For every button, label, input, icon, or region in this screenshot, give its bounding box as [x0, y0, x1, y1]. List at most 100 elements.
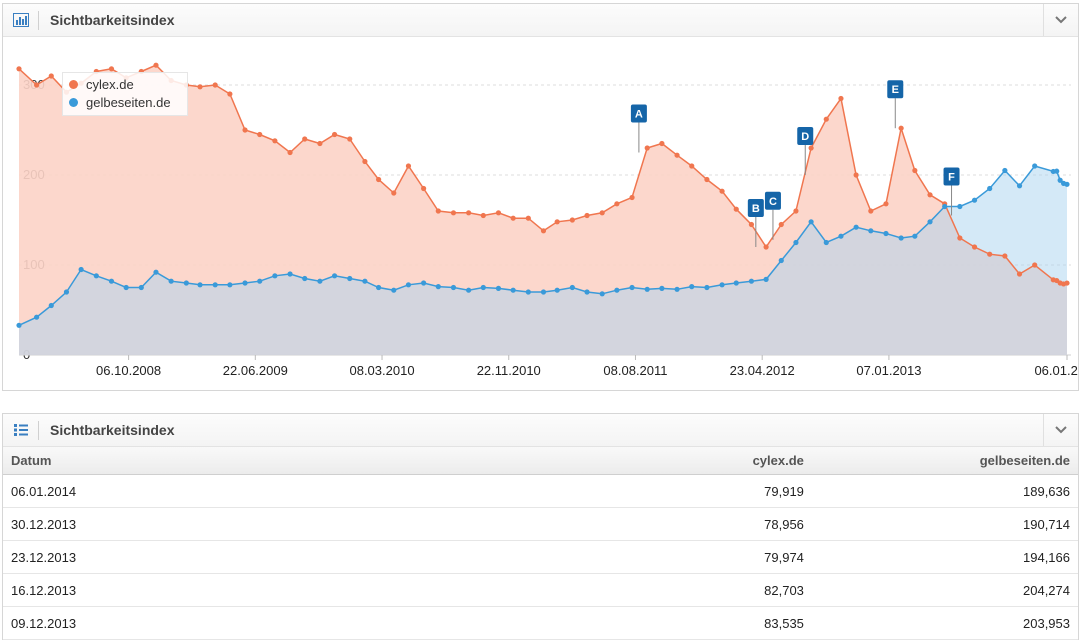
x-tick-label: 23.04.2012: [730, 363, 795, 378]
bar-chart-icon: [13, 13, 29, 27]
event-marker-label: C: [769, 196, 777, 208]
data-point: [287, 271, 293, 277]
event-marker-label: A: [635, 109, 643, 121]
cell-gelbeseiten: 203,953: [811, 606, 1078, 640]
chevron-down-icon: [1055, 16, 1067, 24]
data-point: [584, 289, 590, 295]
legend-label: gelbeseiten.de: [86, 95, 171, 110]
data-point: [108, 278, 115, 284]
data-point: [763, 276, 769, 282]
data-point: [93, 273, 99, 279]
data-point: [883, 230, 889, 237]
data-point: [719, 282, 725, 288]
chevron-down-icon: [1055, 426, 1067, 434]
data-point: [435, 208, 441, 214]
event-marker-e[interactable]: E: [887, 80, 904, 129]
data-point: [629, 284, 635, 291]
data-point: [362, 278, 368, 284]
event-marker-label: B: [752, 203, 760, 215]
data-point: [450, 210, 457, 216]
data-point: [480, 284, 486, 291]
header-divider: [38, 11, 39, 30]
table-panel-header: Sichtbarkeitsindex: [3, 414, 1078, 447]
data-point: [659, 285, 665, 291]
legend-item-cylex[interactable]: cylex.de: [69, 76, 134, 94]
header-divider: [38, 421, 39, 440]
data-point: [421, 185, 427, 192]
data-point: [838, 95, 844, 102]
x-tick-label: 06.01.2014: [1034, 363, 1078, 378]
event-marker-c[interactable]: C: [764, 191, 781, 240]
data-point: [376, 284, 382, 291]
data-point: [823, 116, 829, 122]
data-point: [495, 210, 502, 216]
cell-cylex: 79,919: [205, 474, 812, 508]
data-point: [242, 280, 248, 286]
event-marker-flag: [747, 199, 764, 217]
data-point: [347, 275, 353, 282]
data-point: [748, 278, 755, 284]
data-point: [540, 289, 547, 295]
data-point: [912, 233, 918, 239]
data-point: [480, 212, 486, 219]
data-point: [823, 239, 829, 246]
data-point: [733, 280, 739, 286]
data-point: [540, 228, 547, 234]
cell-cylex: 79,974: [205, 540, 812, 574]
event-marker-f[interactable]: F: [943, 167, 960, 216]
event-marker-b[interactable]: B: [747, 199, 764, 247]
chart-panel-collapse-button[interactable]: [1043, 4, 1078, 36]
column-header-datum[interactable]: Datum: [3, 447, 206, 475]
data-point: [1054, 168, 1060, 174]
list-icon: [14, 424, 28, 436]
table-row: 09.12.2013 83,535 203,953: [3, 606, 1078, 640]
data-point: [78, 266, 84, 273]
data-point: [1016, 183, 1023, 189]
table-header-row: Datum cylex.de gelbeseiten.de: [3, 447, 1078, 475]
data-point: [659, 140, 665, 147]
data-point: [525, 215, 531, 221]
data-point: [971, 244, 978, 250]
event-marker-label: E: [892, 84, 899, 96]
data-point: [971, 197, 978, 203]
data-point: [704, 176, 710, 183]
data-point: [763, 244, 769, 250]
table-row: 23.12.2013 79,974 194,166: [3, 540, 1078, 574]
event-marker-a[interactable]: A: [630, 104, 647, 153]
data-point: [331, 273, 338, 279]
data-point: [331, 131, 338, 138]
data-point: [674, 286, 680, 292]
data-point: [987, 185, 993, 192]
data-point: [63, 289, 70, 295]
column-header-gelbeseiten[interactable]: gelbeseiten.de: [811, 447, 1078, 475]
event-marker-d[interactable]: D: [797, 127, 814, 175]
cell-date: 09.12.2013: [3, 606, 206, 640]
data-point: [257, 131, 263, 138]
data-point: [466, 210, 472, 216]
data-point: [347, 136, 353, 142]
cell-cylex: 82,703: [205, 573, 812, 607]
data-point: [287, 149, 293, 156]
cell-gelbeseiten: 190,714: [811, 507, 1078, 541]
data-point: [569, 217, 575, 223]
data-point: [123, 284, 129, 291]
cell-date: 23.12.2013: [3, 540, 206, 574]
visibility-chart-panel: Sichtbarkeitsindex 010020030006.10.20082…: [2, 3, 1079, 391]
data-point: [1002, 253, 1008, 259]
x-tick-label: 06.10.2008: [96, 363, 161, 378]
data-point: [362, 158, 368, 165]
data-point: [808, 145, 814, 151]
data-point: [569, 284, 575, 291]
data-point: [674, 152, 680, 158]
column-header-cylex[interactable]: cylex.de: [205, 447, 812, 475]
data-point: [614, 287, 620, 293]
data-point: [853, 172, 859, 178]
data-point: [34, 82, 40, 88]
x-tick-label: 22.06.2009: [223, 363, 288, 378]
data-point: [510, 215, 516, 221]
table-panel-collapse-button[interactable]: [1043, 414, 1078, 446]
legend-item-gelbeseiten[interactable]: gelbeseiten.de: [69, 94, 171, 112]
data-point: [302, 136, 308, 142]
data-point: [108, 66, 115, 72]
table-panel-title: Sichtbarkeitsindex: [50, 422, 175, 438]
